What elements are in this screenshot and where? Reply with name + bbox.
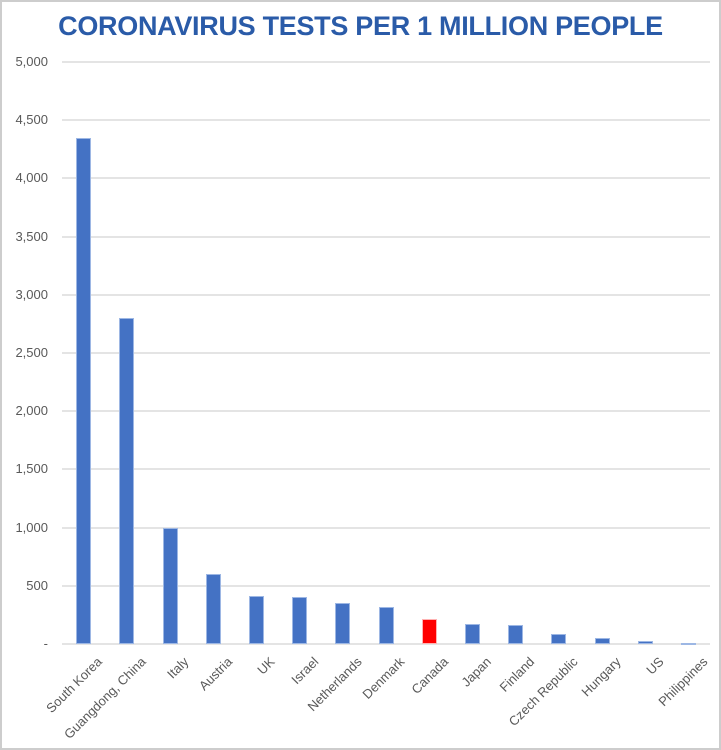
gridline (62, 61, 710, 63)
gridline (62, 352, 710, 354)
bar-denmark (378, 607, 394, 644)
gridline (62, 177, 710, 180)
x-tick-label-israel: Israel (288, 654, 322, 688)
x-tick-label-italy: Italy (164, 654, 192, 682)
bar-netherlands (335, 603, 351, 644)
y-tick-label: 2,000 (15, 403, 48, 419)
bar-finland (508, 625, 524, 644)
bar-hungary (594, 638, 610, 644)
x-tick-label-japan: Japan (458, 654, 495, 690)
x-tick-label-austria: Austria (195, 654, 235, 694)
y-tick-label: 4,000 (15, 170, 48, 186)
gridline (62, 119, 710, 122)
gridline (62, 584, 710, 587)
y-tick-label: 500 (26, 577, 48, 593)
y-tick-label: 2,500 (15, 345, 48, 360)
bar-canada (421, 619, 437, 644)
y-tick-label: 3,500 (15, 228, 48, 244)
gridline (62, 410, 710, 413)
bar-uk (248, 596, 264, 644)
bar-israel (292, 597, 308, 644)
x-tick-label-canada: Canada (407, 654, 451, 697)
x-tick-label-denmark: Denmark (359, 654, 408, 702)
gridline (62, 468, 710, 471)
bar-guangdong-china (119, 318, 135, 644)
bar-us (637, 641, 653, 644)
y-tick-label: 5,000 (15, 54, 48, 69)
x-tick-label-uk: UK (254, 654, 279, 678)
y-tick-label: 1,500 (15, 461, 48, 477)
x-tick-label-finland: Finland (496, 654, 538, 695)
y-tick-label: 1,000 (15, 519, 48, 535)
y-tick-label: - (43, 636, 48, 651)
chart-title: CORONAVIRUS TESTS PER 1 MILLION PEOPLE (58, 11, 663, 41)
bar-czech-republic (551, 634, 567, 644)
bar-italy (162, 528, 178, 644)
x-tick-label-guangdong-china: Guangdong, China (60, 654, 149, 742)
gridline (62, 293, 710, 296)
plot-area (62, 61, 710, 645)
bar-south-korea (76, 138, 92, 644)
bar-austria (205, 574, 221, 644)
gridline (62, 526, 710, 529)
gridline (62, 235, 710, 238)
bar-japan (464, 624, 480, 644)
gridline (62, 643, 710, 645)
x-tick-label-hungary: Hungary (578, 654, 624, 700)
x-tick-label-us: US (643, 654, 667, 678)
y-tick-label: 4,500 (15, 112, 48, 128)
bar-philippines (680, 643, 696, 645)
y-tick-label: 3,000 (15, 286, 48, 302)
